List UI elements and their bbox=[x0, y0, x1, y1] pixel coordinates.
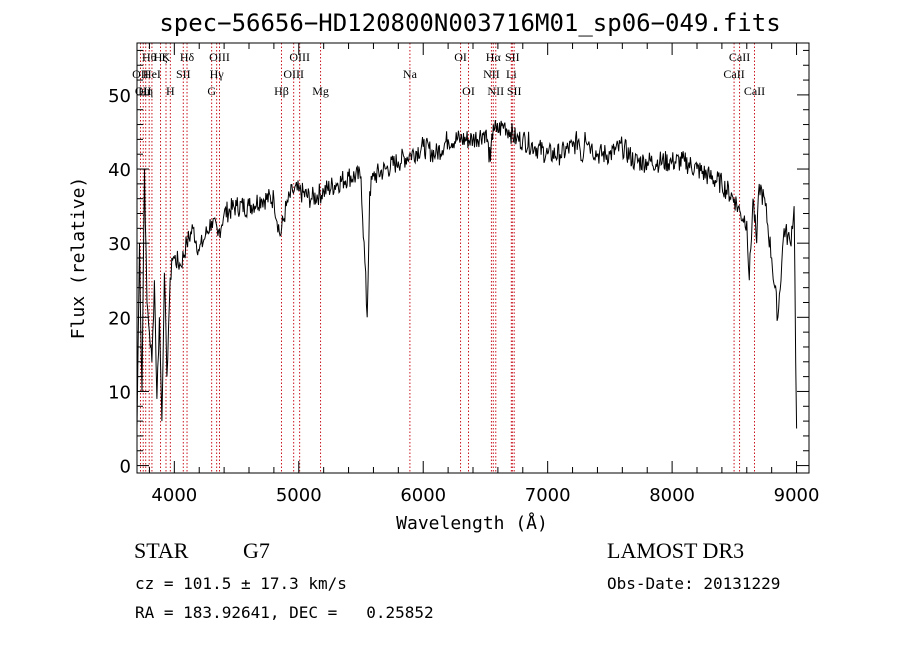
spectrum-layer bbox=[136, 119, 798, 429]
object-class: STAR bbox=[134, 538, 189, 563]
y-axis-label: Flux (relative) bbox=[68, 177, 89, 340]
redshift-velocity: cz = 101.5 ± 17.3 km/s bbox=[135, 574, 347, 593]
marker-label: Na bbox=[403, 67, 418, 81]
marker-label: OIII bbox=[289, 50, 310, 64]
chart-title: spec−56656−HD120800N003716M01_sp06−049.f… bbox=[159, 9, 780, 37]
x-tick-label: 7000 bbox=[525, 485, 571, 506]
marker-label: SII bbox=[176, 67, 191, 81]
marker-label: Li bbox=[506, 67, 517, 81]
marker-label: Hδ bbox=[180, 50, 195, 64]
marker-label: OI bbox=[454, 50, 467, 64]
marker-label: OI bbox=[462, 84, 475, 98]
y-tick-label: 0 bbox=[120, 457, 131, 478]
marker-label: Hγ bbox=[210, 67, 225, 81]
marker-label: SII bbox=[505, 50, 520, 64]
y-tick-label: 20 bbox=[108, 308, 131, 329]
marker-label: K bbox=[162, 50, 171, 64]
y-tick-label: 30 bbox=[108, 234, 131, 255]
marker-label: SII bbox=[507, 84, 522, 98]
spectrum-line bbox=[136, 119, 798, 429]
x-tick-label: 4000 bbox=[151, 485, 197, 506]
marker-label: CaII bbox=[729, 50, 750, 64]
y-tick-label: 10 bbox=[108, 382, 131, 403]
marker-label: Mg bbox=[312, 84, 329, 98]
marker-labels: OIIOIIHηHθHeIHζKHSIIHδGHγOIIIHβOIIIOIIIM… bbox=[132, 50, 765, 98]
marker-label: H bbox=[166, 84, 175, 98]
marker-label: NII bbox=[487, 84, 504, 98]
marker-label: OIII bbox=[283, 67, 304, 81]
marker-label: G bbox=[207, 84, 216, 98]
marker-label: CaII bbox=[744, 84, 765, 98]
marker-label: Hβ bbox=[274, 84, 289, 98]
observation-date: Obs-Date: 20131229 bbox=[607, 574, 781, 593]
marker-label: HeI bbox=[143, 67, 161, 81]
x-axis-label: Wavelength (Å) bbox=[396, 512, 548, 534]
marker-label: NII bbox=[483, 67, 500, 81]
marker-label: OII bbox=[132, 67, 149, 81]
object-subclass: G7 bbox=[243, 538, 270, 563]
marker-label: Hη bbox=[138, 84, 153, 98]
x-tick-label: 6000 bbox=[400, 485, 446, 506]
marker-label: Hζ bbox=[154, 50, 168, 64]
marker-label: OIII bbox=[209, 50, 230, 64]
marker-label: CaII bbox=[723, 67, 744, 81]
plot-frame bbox=[136, 42, 810, 474]
survey-name: LAMOST DR3 bbox=[607, 538, 745, 563]
y-tick-label: 40 bbox=[108, 160, 131, 181]
coordinates: RA = 183.92641, DEC = 0.25852 bbox=[135, 603, 434, 622]
x-tick-label: 9000 bbox=[774, 485, 820, 506]
marker-lines bbox=[139, 43, 755, 473]
y-ticks: 0 10 20 30 40 50 bbox=[108, 49, 809, 478]
marker-label: Hα bbox=[486, 50, 502, 64]
x-tick-label: 5000 bbox=[276, 485, 322, 506]
x-ticks: 4000 5000 6000 7000 8000 9000 bbox=[148, 43, 820, 506]
marker-label: Hθ bbox=[142, 50, 157, 64]
y-tick-label: 50 bbox=[108, 86, 131, 107]
x-tick-label: 8000 bbox=[649, 485, 695, 506]
